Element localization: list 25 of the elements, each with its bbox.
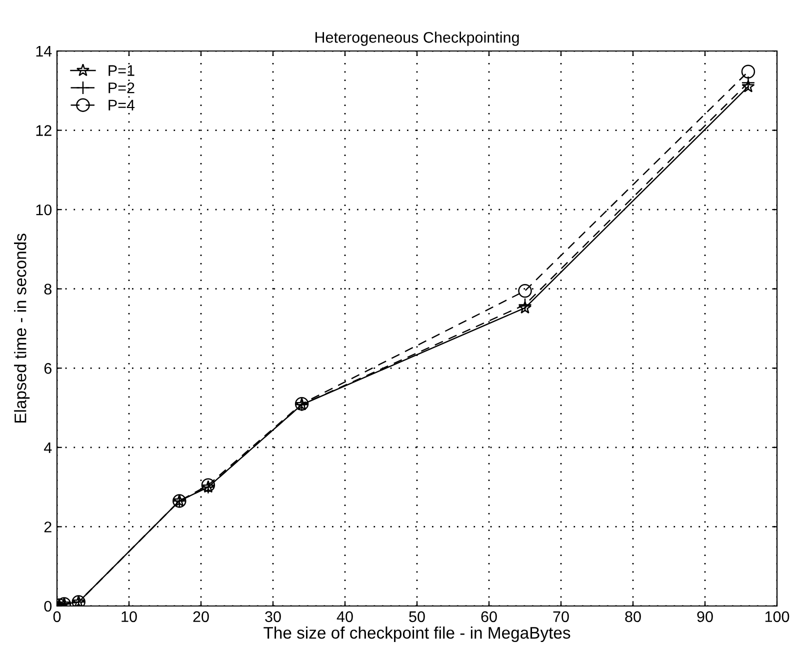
y-tick-label: 6 [44, 363, 52, 374]
y-tick-label: 12 [36, 125, 52, 136]
x-tick-label: 90 [697, 611, 713, 622]
chart-title: Heterogeneous Checkpointing [315, 32, 519, 46]
legend-label: P=4 [108, 100, 135, 110]
legend-label: P=1 [108, 65, 134, 76]
y-tick-label: 2 [44, 522, 52, 532]
y-tick-label: 4 [44, 442, 52, 453]
x-tick-label: 30 [265, 611, 281, 622]
y-tick-label: 10 [36, 204, 52, 216]
x-tick-label: 60 [481, 611, 497, 622]
x-tick-label: 100 [765, 611, 790, 622]
x-tick-label: 0 [53, 611, 61, 622]
x-axis-title: The size of checkpoint file - in MegaBytes [264, 626, 570, 642]
x-tick-label: 10 [122, 611, 137, 622]
x-tick-label: 50 [409, 611, 425, 622]
x-tick-label: 40 [336, 611, 353, 622]
y-tick-label: 14 [36, 46, 52, 57]
y-axis-title: Elapsed time - in seconds [14, 234, 30, 423]
y-tick-label: 0 [44, 600, 52, 612]
x-tick-label: 80 [625, 611, 641, 622]
legend-label: P=2 [108, 82, 134, 94]
x-tick-label: 20 [193, 611, 209, 622]
y-tick-label: 8 [44, 284, 52, 295]
x-tick-label: 70 [553, 611, 569, 622]
